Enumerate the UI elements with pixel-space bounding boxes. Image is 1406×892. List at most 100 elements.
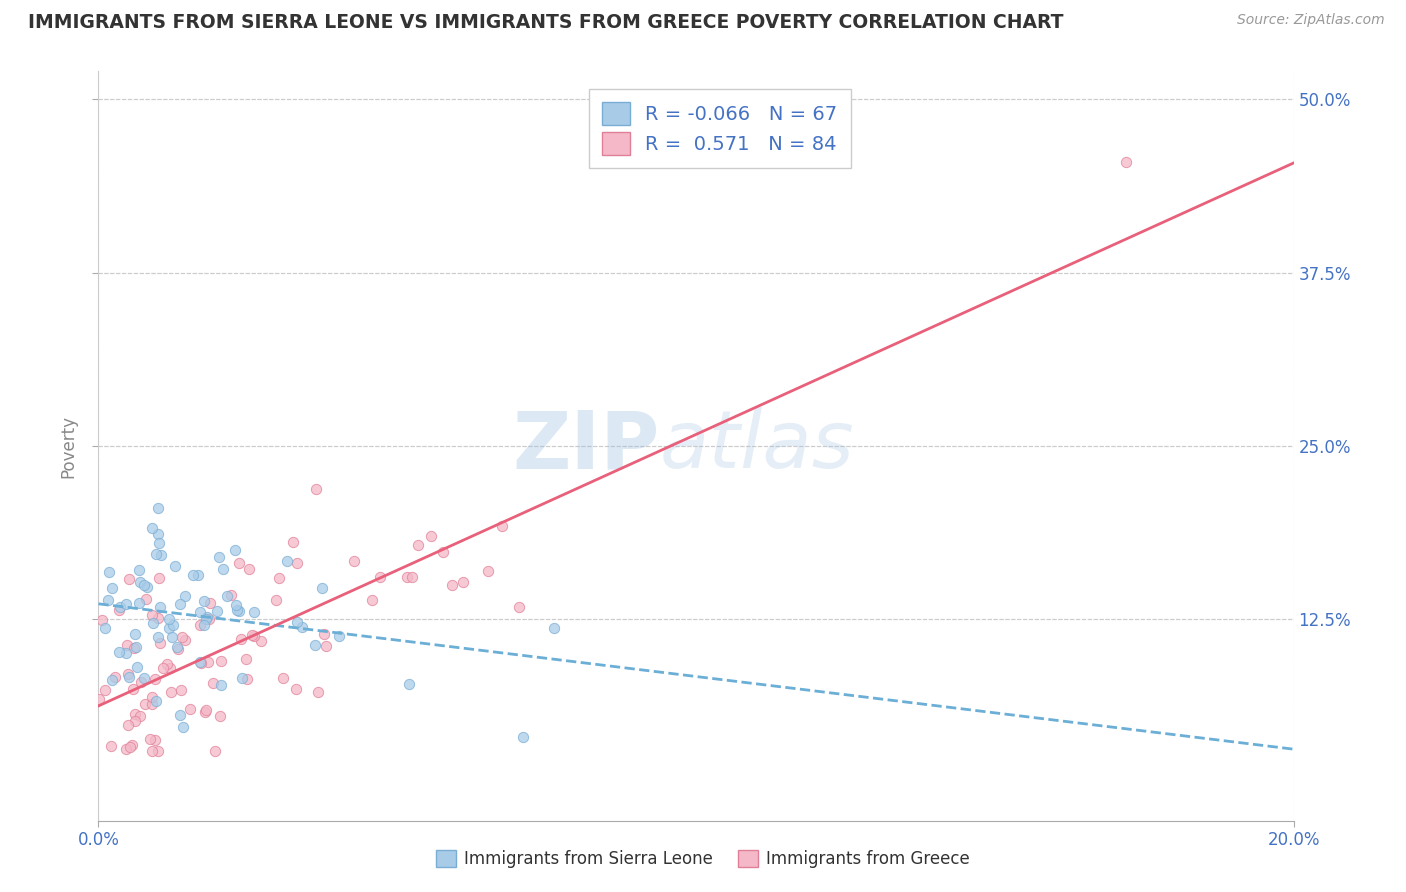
Point — [108, 603, 131, 617]
Point — [1115, 154, 1137, 169]
Point — [188, 605, 211, 619]
Point — [117, 666, 139, 681]
Point — [441, 578, 464, 592]
Point — [231, 671, 253, 685]
Point — [169, 708, 191, 723]
Point — [166, 640, 188, 654]
Point — [285, 557, 308, 571]
Point — [451, 575, 474, 590]
Point — [173, 633, 195, 648]
Point — [181, 568, 204, 582]
Point — [91, 613, 114, 627]
Point — [508, 599, 530, 614]
Point — [157, 621, 180, 635]
Text: ZIP: ZIP — [513, 407, 661, 485]
Point — [166, 642, 188, 657]
Point — [104, 670, 127, 684]
Point — [143, 732, 166, 747]
Point — [304, 638, 326, 652]
Point — [129, 709, 152, 723]
Point — [173, 589, 195, 603]
Point — [157, 612, 180, 626]
Point — [141, 697, 163, 711]
Point — [197, 612, 219, 626]
Point — [134, 592, 156, 607]
Point — [401, 570, 423, 584]
Point — [132, 671, 155, 685]
Point — [115, 597, 138, 611]
Point — [240, 628, 263, 642]
Point — [122, 641, 145, 656]
Point — [291, 620, 314, 634]
Point — [242, 605, 264, 619]
Point — [238, 562, 260, 576]
Point — [398, 676, 420, 690]
Point — [283, 534, 305, 549]
Point — [201, 676, 224, 690]
Point — [208, 709, 231, 723]
Point — [172, 720, 194, 734]
Point — [315, 639, 337, 653]
Point — [195, 610, 218, 624]
Point — [117, 638, 139, 652]
Point — [225, 598, 247, 612]
Point — [128, 563, 150, 577]
Point — [115, 742, 138, 756]
Point — [235, 652, 257, 666]
Point — [146, 611, 169, 625]
Point — [142, 615, 165, 630]
Point — [169, 683, 191, 698]
Point — [156, 657, 179, 671]
Point — [124, 706, 146, 721]
Point — [243, 629, 266, 643]
Point — [190, 617, 212, 632]
Point — [100, 739, 122, 753]
Point — [307, 685, 329, 699]
Point — [139, 732, 162, 747]
Point — [543, 622, 565, 636]
Point — [159, 661, 181, 675]
Point — [328, 629, 350, 643]
Point — [115, 647, 138, 661]
Point — [491, 519, 513, 533]
Point — [209, 654, 232, 668]
Point — [236, 673, 259, 687]
Point — [122, 681, 145, 696]
Point — [219, 589, 242, 603]
Point — [94, 621, 117, 635]
Point — [207, 604, 229, 618]
Point — [101, 673, 124, 687]
Point — [108, 600, 131, 615]
Point — [170, 630, 193, 644]
Point — [204, 744, 226, 758]
Point — [148, 571, 170, 585]
Point — [190, 657, 212, 671]
Point — [149, 548, 172, 562]
Point — [135, 580, 157, 594]
Point — [159, 684, 181, 698]
Point — [146, 744, 169, 758]
Point — [343, 554, 366, 568]
Point — [129, 575, 152, 590]
Point — [127, 659, 149, 673]
Point — [193, 617, 215, 632]
Point — [100, 582, 122, 596]
Point — [267, 571, 290, 585]
Point — [285, 615, 308, 629]
Y-axis label: Poverty: Poverty — [59, 415, 77, 477]
Point — [311, 581, 333, 595]
Point — [305, 483, 328, 497]
Point — [160, 630, 183, 644]
Point — [477, 564, 499, 578]
Point — [149, 636, 172, 650]
Point — [361, 592, 384, 607]
Point — [211, 562, 233, 576]
Point — [97, 592, 120, 607]
Point — [146, 630, 169, 644]
Text: Source: ZipAtlas.com: Source: ZipAtlas.com — [1237, 13, 1385, 28]
Point — [94, 683, 117, 698]
Point — [194, 612, 217, 626]
Point — [198, 596, 221, 610]
Point — [193, 594, 215, 608]
Point — [149, 599, 172, 614]
